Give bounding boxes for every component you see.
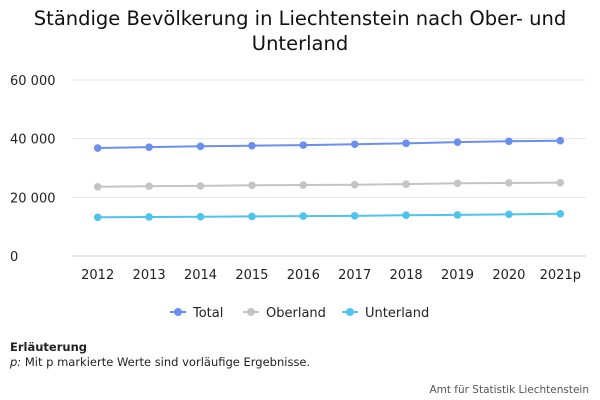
notes-marker: p: — [10, 355, 22, 369]
legend-label-oberland: Oberland — [266, 306, 326, 321]
legend-label-total: Total — [192, 306, 223, 321]
data-point-total — [505, 137, 513, 146]
data-point-unterland — [505, 210, 513, 219]
x-tick-label: 2017 — [338, 268, 371, 283]
data-point-unterland — [196, 212, 205, 221]
data-point-oberland — [402, 180, 410, 188]
x-tick-label: 2013 — [133, 268, 166, 283]
data-point-total — [299, 141, 308, 149]
data-point-unterland — [350, 212, 359, 220]
y-tick-label: 0 — [10, 250, 18, 265]
legend-label-unterland: Unterland — [365, 306, 429, 321]
data-point-oberland — [350, 180, 359, 189]
data-point-unterland — [556, 209, 565, 218]
x-tick-label: 2012 — [81, 268, 114, 283]
data-point-unterland — [145, 213, 153, 221]
x-tick-label: 2021p — [540, 268, 581, 283]
x-tick-label: 2018 — [390, 268, 423, 283]
x-tick-label: 2020 — [492, 268, 525, 283]
data-point-oberland — [248, 181, 256, 190]
data-point-total — [145, 143, 153, 151]
legend-marker-oberland — [247, 308, 255, 316]
data-point-unterland — [299, 212, 308, 220]
series-line-oberland — [97, 181, 561, 188]
x-tick-label: 2019 — [441, 268, 474, 283]
y-tick-label: 20 000 — [10, 191, 56, 206]
data-point-unterland — [453, 211, 462, 219]
data-point-total — [556, 136, 565, 145]
notes-text: Mit p markierte Werte sind vorläufige Er… — [21, 355, 311, 369]
data-point-total — [402, 139, 410, 148]
x-tick-label: 2015 — [235, 268, 268, 283]
data-point-oberland — [299, 181, 308, 189]
line-chart: 0 20 000 40 000 60 000 2012 2013 2014 2015 2016 2… — [10, 74, 586, 321]
notes: Erläuterung p: Mit p markierte Werte sin… — [10, 340, 310, 370]
data-point-oberland — [145, 182, 153, 190]
notes-line: p: Mit p markierte Werte sind vorläufige… — [10, 355, 310, 370]
data-point-oberland — [556, 178, 565, 187]
legend-marker-unterland — [346, 308, 354, 316]
data-point-oberland — [93, 182, 102, 191]
notes-heading: Erläuterung — [10, 340, 87, 354]
data-point-unterland — [402, 211, 410, 220]
x-tick-label: 2016 — [287, 268, 320, 283]
data-point-oberland — [453, 179, 462, 188]
y-tick-label: 60 000 — [10, 74, 56, 89]
data-point-total — [350, 140, 359, 149]
series-line-total — [97, 139, 561, 150]
series-line-unterland — [97, 212, 561, 219]
data-point-oberland — [505, 179, 513, 187]
y-tick-label: 40 000 — [10, 133, 56, 148]
data-point-unterland — [93, 213, 102, 222]
legend-marker-total — [174, 308, 182, 316]
data-point-total — [196, 142, 205, 151]
data-point-total — [453, 138, 462, 146]
data-point-oberland — [196, 182, 205, 190]
source-credit: Amt für Statistik Liechtenstein — [429, 384, 589, 396]
data-point-total — [93, 144, 102, 152]
data-point-unterland — [248, 212, 256, 221]
chart-title: Ständige Bevölkerung in Liechtenstein na… — [33, 7, 567, 55]
data-point-total — [248, 141, 256, 150]
x-tick-label: 2014 — [184, 268, 217, 283]
